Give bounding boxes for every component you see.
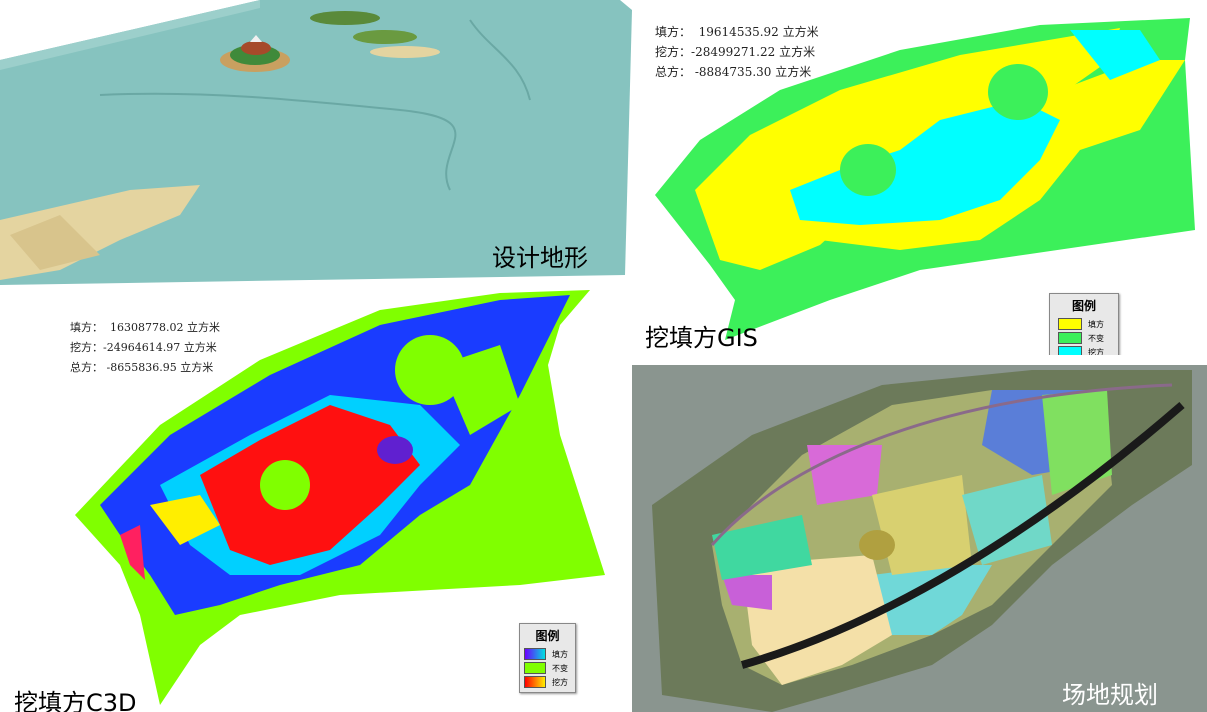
legend-item-cut: 挖方 [524,676,571,688]
design-terrain-caption: 设计地形 [492,244,588,272]
cut-fill-gis-caption: 挖填方GIS [645,324,758,352]
stat-cut: 挖方：-24964614.97 立方米 [70,341,217,354]
cut-fill-c3d-caption: 挖填方C3D [14,689,137,712]
stat-fill: 填方： 16308778.02 立方米 [70,321,220,334]
stat-total: 总方： -8655836.95 立方米 [70,361,214,374]
legend-title: 图例 [535,629,560,643]
cut-fill-c3d-map [75,290,605,705]
cut-fill-c3d-stats: 填方： 16308778.02 立方米 挖方：-24964614.97 立方米 … [70,318,220,378]
cut-fill-c3d-legend: 图例 填方 不变 挖方 [519,623,576,693]
design-terrain-render [0,0,632,285]
stat-fill: 填方： 19614535.92 立方米 [655,25,819,39]
cut-fill-c3d-panel: 填方： 16308778.02 立方米 挖方：-24964614.97 立方米 … [0,285,620,712]
cut-fill-gis-map [655,18,1195,340]
legend-item-unchanged: 不变 [1058,332,1110,344]
legend-item-unchanged: 不变 [524,662,571,674]
legend-item-fill: 填方 [524,648,571,660]
site-planning-panel: 场地规划 [632,365,1207,712]
cut-fill-gis-legend: 图例 填方 不变 挖方 [1049,293,1119,355]
cut-fill-gis-stats: 填方： 19614535.92 立方米 挖方：-28499271.22 立方米 … [655,22,819,82]
cut-fill-gis-panel: 填方： 19614535.92 立方米 挖方：-28499271.22 立方米 … [640,0,1207,355]
legend-item-fill: 填方 [1058,318,1110,330]
stat-total: 总方： -8884735.30 立方米 [655,65,812,79]
legend-title: 图例 [1071,299,1096,313]
stat-cut: 挖方：-28499271.22 立方米 [655,45,816,59]
site-planning-caption: 场地规划 [1062,681,1158,709]
design-terrain-panel: 设计地形 [0,0,632,285]
legend-item-cut: 挖方 [1058,346,1110,355]
site-planning-map [632,365,1207,712]
